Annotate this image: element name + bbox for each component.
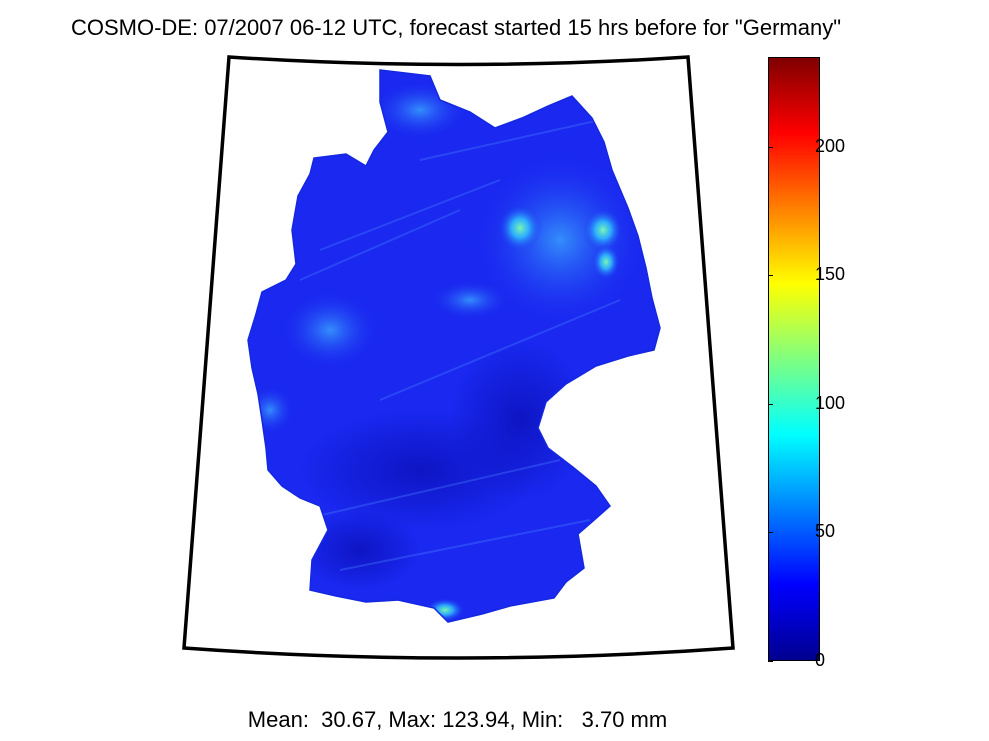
colorbar-tick-label: 0 — [815, 650, 826, 670]
colorbar-tick-mark — [768, 661, 773, 662]
colorbar-tick-mark — [768, 147, 773, 148]
colorbar-tick-mark — [768, 532, 773, 533]
colorbar — [768, 57, 820, 661]
colorbar-tick-label: 200 — [815, 135, 846, 156]
colorbar-tick-mark — [768, 275, 773, 276]
colorbar-tick-mark — [768, 404, 773, 405]
germany-outline — [247, 69, 661, 623]
map-title: COSMO-DE: 07/2007 06-12 UTC, forecast st… — [70, 15, 842, 40]
colorbar-tick-label: 50 — [815, 521, 836, 542]
colorbar-tick-label: 100 — [815, 392, 846, 413]
colorbar-tick-label: 150 — [815, 264, 846, 285]
summary-stats: Mean: 30.67, Max: 123.94, Min: 3.70 mm — [247, 707, 668, 732]
